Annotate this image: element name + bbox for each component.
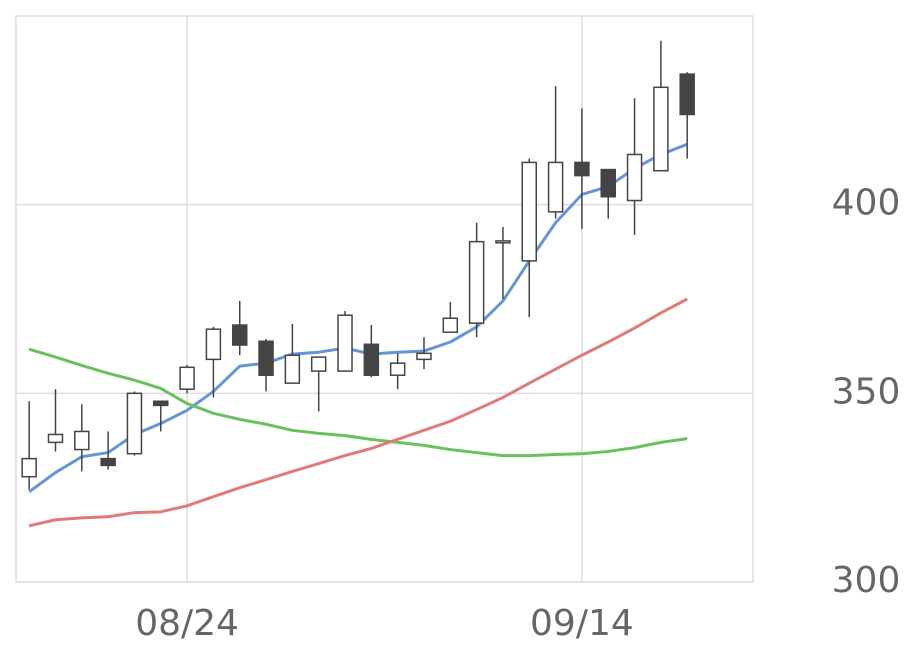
- x-tick-label: 08/24: [135, 603, 239, 644]
- candle-body: [179, 366, 195, 390]
- candle-body: [495, 240, 511, 244]
- moving-averages: [28, 142, 688, 528]
- candle-body: [258, 340, 274, 376]
- candle-body: [231, 324, 248, 346]
- plot-frame: [15, 15, 754, 583]
- candle-body: [47, 433, 64, 444]
- candle-body: [153, 400, 169, 407]
- candle-body: [100, 457, 116, 467]
- candle-body: [416, 352, 432, 361]
- candle-body: [626, 153, 643, 202]
- candle-body: [600, 168, 616, 198]
- candle-body: [284, 354, 301, 384]
- candle-body: [74, 430, 90, 451]
- candle-body: [205, 328, 222, 361]
- y-tick-label: 300: [832, 560, 901, 601]
- grid: [16, 16, 753, 583]
- candle-body: [21, 457, 37, 478]
- line-series: [28, 297, 688, 528]
- line-series: [28, 347, 688, 458]
- y-tick-label: 350: [832, 371, 901, 412]
- candle-body: [653, 86, 669, 172]
- candle-body: [126, 392, 143, 455]
- candle-body: [468, 240, 485, 324]
- candle-body: [310, 356, 327, 372]
- candle-body: [337, 314, 353, 372]
- y-tick-label: 400: [832, 183, 901, 224]
- candle-body: [679, 73, 695, 116]
- candle-body: [521, 161, 538, 262]
- candle-body: [574, 161, 590, 177]
- candle-body: [547, 161, 564, 213]
- x-tick-label: 09/14: [530, 603, 634, 644]
- candle-body: [442, 317, 459, 333]
- candle-body: [389, 362, 406, 376]
- candles: [21, 40, 695, 490]
- axis-labels: 300 350 400 08/24 09/14: [135, 183, 900, 644]
- candle-body: [363, 343, 380, 376]
